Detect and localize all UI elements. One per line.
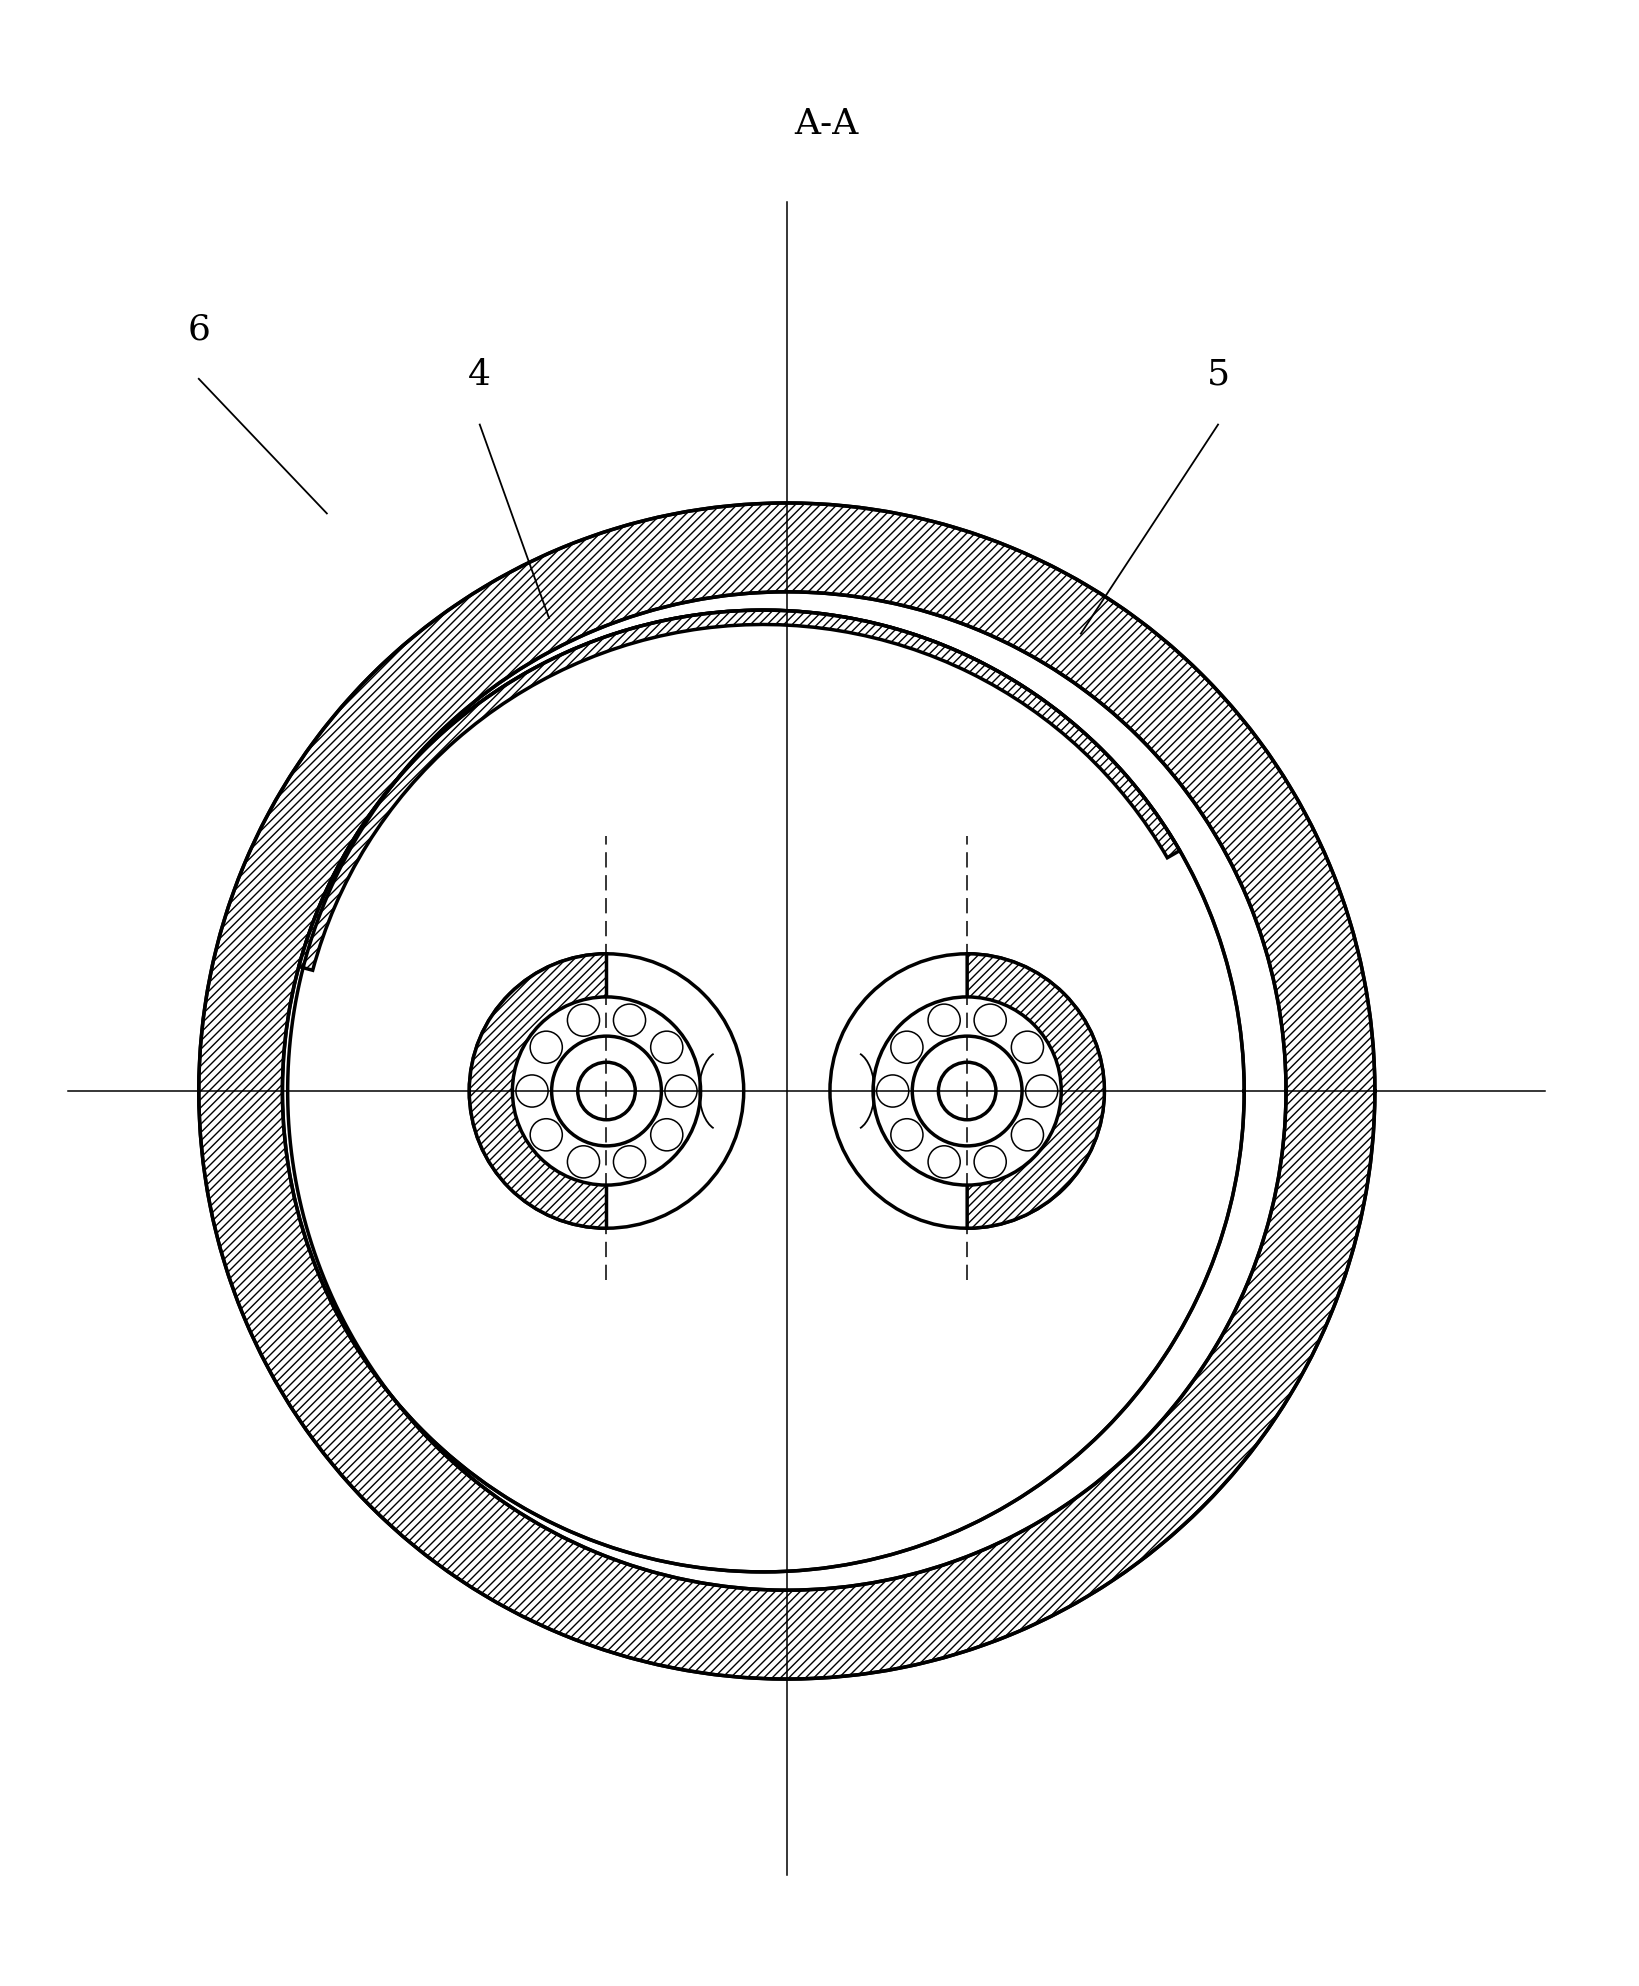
Circle shape bbox=[1011, 1031, 1044, 1063]
Wedge shape bbox=[967, 953, 1105, 1227]
Circle shape bbox=[913, 1037, 1023, 1146]
Text: 5: 5 bbox=[1206, 357, 1229, 391]
Circle shape bbox=[974, 1005, 1006, 1037]
Circle shape bbox=[874, 997, 1060, 1186]
Circle shape bbox=[651, 1118, 683, 1150]
Wedge shape bbox=[298, 610, 1180, 971]
Text: 6: 6 bbox=[187, 312, 210, 346]
Circle shape bbox=[567, 1146, 600, 1178]
Circle shape bbox=[892, 1118, 923, 1150]
Circle shape bbox=[567, 1005, 600, 1037]
Circle shape bbox=[552, 1037, 662, 1146]
Circle shape bbox=[513, 997, 700, 1186]
Circle shape bbox=[939, 1063, 997, 1120]
Circle shape bbox=[928, 1146, 960, 1178]
Wedge shape bbox=[469, 953, 606, 1227]
Circle shape bbox=[1011, 1118, 1044, 1150]
Circle shape bbox=[974, 1146, 1006, 1178]
Circle shape bbox=[579, 1063, 636, 1120]
Circle shape bbox=[665, 1074, 697, 1106]
Text: A-A: A-A bbox=[793, 107, 859, 141]
Circle shape bbox=[613, 1005, 646, 1037]
Circle shape bbox=[877, 1074, 908, 1106]
Circle shape bbox=[829, 953, 1105, 1227]
Circle shape bbox=[613, 1146, 646, 1178]
Circle shape bbox=[1026, 1074, 1057, 1106]
Circle shape bbox=[529, 1031, 562, 1063]
Circle shape bbox=[282, 610, 1244, 1571]
Text: 4: 4 bbox=[469, 357, 492, 391]
Circle shape bbox=[529, 1118, 562, 1150]
Circle shape bbox=[198, 502, 1375, 1678]
Circle shape bbox=[516, 1074, 547, 1106]
Circle shape bbox=[469, 953, 744, 1227]
Circle shape bbox=[892, 1031, 923, 1063]
Circle shape bbox=[651, 1031, 683, 1063]
Circle shape bbox=[928, 1005, 960, 1037]
